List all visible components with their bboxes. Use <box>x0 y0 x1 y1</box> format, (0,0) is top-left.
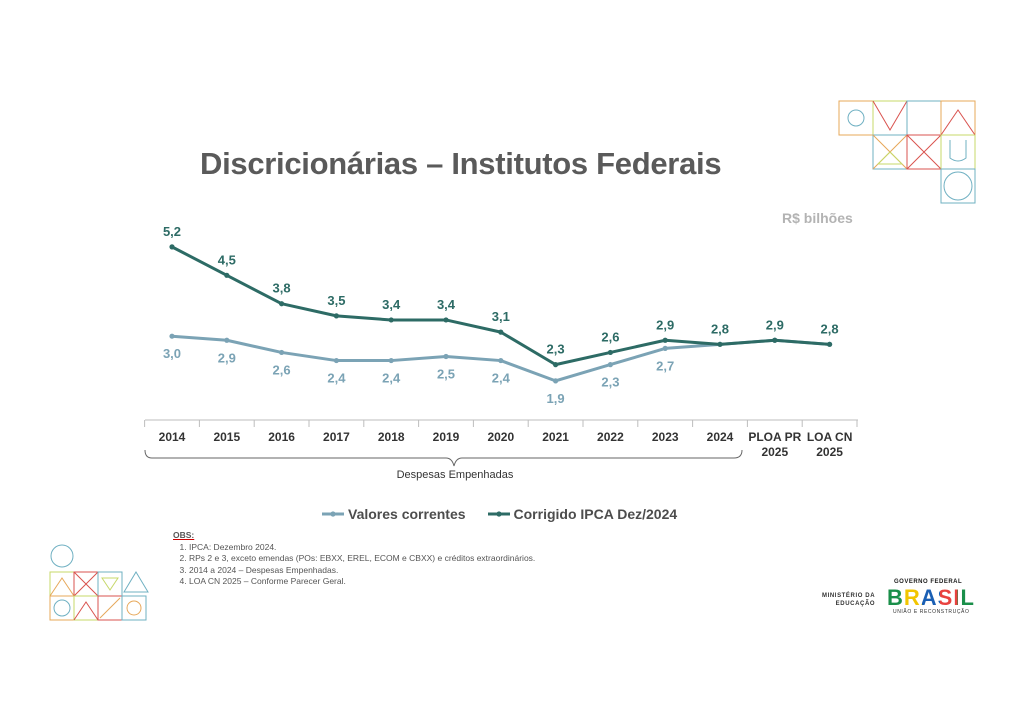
data-point <box>279 349 285 356</box>
data-point <box>388 317 394 323</box>
x-tick-label: 2016 <box>268 430 295 444</box>
data-label: 4,5 <box>218 252 236 267</box>
x-tick-label: 2025 <box>761 445 788 459</box>
data-label: 3,4 <box>437 297 456 312</box>
data-label: 3,1 <box>492 309 510 324</box>
data-point <box>717 341 723 347</box>
x-tick-label: 2014 <box>159 430 186 444</box>
obs-item: RPs 2 e 3, exceto emendas (POs: EBXX, ER… <box>189 553 535 565</box>
data-point <box>662 337 668 343</box>
data-point <box>498 357 504 364</box>
data-point <box>607 362 614 368</box>
legend: Valores correntes Corrigido IPCA Dez/202… <box>322 506 677 522</box>
obs-item: 2014 a 2024 – Despesas Empenhadas. <box>189 565 535 577</box>
data-point <box>607 349 614 356</box>
data-label: 1,9 <box>547 391 565 406</box>
bracket <box>144 449 743 467</box>
x-tick-label: 2024 <box>707 430 734 444</box>
x-tick-label: LOA CN <box>807 430 853 444</box>
data-label: 2,6 <box>273 362 291 377</box>
data-point <box>224 337 230 343</box>
data-label: 2,6 <box>601 329 619 344</box>
legend-item-valores: Valores correntes <box>322 506 466 522</box>
data-point <box>498 329 504 335</box>
x-tick-label: 2021 <box>542 430 569 444</box>
obs-list: IPCA: Dezembro 2024. RPs 2 e 3, exceto e… <box>173 542 535 588</box>
data-label: 2,9 <box>766 317 784 332</box>
gov-slogan: UNIÃO E RECONSTRUÇÃO <box>893 609 970 615</box>
gov-federal-label: GOVERNO FEDERAL <box>894 579 963 585</box>
x-tick-label: PLOA PR <box>748 430 801 444</box>
geometric-pattern-top-right <box>838 100 976 204</box>
data-label: 2,4 <box>327 371 346 386</box>
x-tick-label: 2015 <box>213 430 240 444</box>
data-label: 2,8 <box>711 321 729 336</box>
brasil-wordmark: BRASIL <box>887 585 975 610</box>
data-label: 5,2 <box>163 224 181 239</box>
legend-marker-corrigido <box>487 511 510 517</box>
data-point <box>169 333 175 339</box>
obs-item: LOA CN 2025 – Conforme Parecer Geral. <box>189 576 535 588</box>
data-point <box>333 313 339 319</box>
geometric-pattern-bottom-left <box>49 544 149 621</box>
legend-label-valores: Valores correntes <box>348 506 466 522</box>
x-tick-label: 2022 <box>597 430 624 444</box>
data-point <box>662 345 668 351</box>
data-label: 3,8 <box>273 281 291 296</box>
data-label: 2,4 <box>382 371 401 386</box>
x-tick-label: 2020 <box>487 430 514 444</box>
x-tick-label: 2017 <box>323 430 350 444</box>
data-point <box>553 378 559 384</box>
data-point <box>279 301 285 307</box>
data-point <box>224 272 230 278</box>
legend-marker-valores <box>322 511 344 517</box>
legend-item-corrigido: Corrigido IPCA Dez/2024 <box>487 506 678 522</box>
data-point <box>443 353 449 360</box>
data-point <box>827 341 833 347</box>
data-point <box>772 337 778 343</box>
obs-title: OBS: <box>173 530 195 540</box>
x-tick-label: 2019 <box>433 430 460 444</box>
series-line-corrigido <box>171 245 830 367</box>
data-label: 3,5 <box>327 293 345 308</box>
data-label: 2,9 <box>656 317 674 332</box>
x-tick-label: 2025 <box>816 445 843 459</box>
ministry-label: MINISTÉRIO DA EDUCAÇÃO <box>822 593 876 607</box>
line-chart: 2014 2015 2016 2017 2018 2019 2020 2021 2022 2023… <box>144 224 858 481</box>
obs-item: IPCA: Dezembro 2024. <box>189 542 535 554</box>
brasil-logo: BRASIL <box>887 585 975 611</box>
data-label: 2,3 <box>601 375 619 390</box>
data-label: 2,9 <box>218 350 236 365</box>
data-label: 2,4 <box>492 371 511 386</box>
data-label: 2,5 <box>437 367 455 382</box>
unit-label: R$ bilhões <box>782 210 853 226</box>
chart-title: Discricionárias – Institutos Federais <box>200 146 722 181</box>
data-point <box>443 317 449 323</box>
x-tick-label: 2023 <box>652 430 679 444</box>
data-label: 2,7 <box>656 358 674 373</box>
legend-label-corrigido: Corrigido IPCA Dez/2024 <box>513 506 678 522</box>
observations: OBS: IPCA: Dezembro 2024. RPs 2 e 3, exc… <box>173 530 535 588</box>
data-label: 2,3 <box>547 342 565 357</box>
data-point <box>388 357 394 364</box>
data-label: 3,0 <box>163 346 181 361</box>
x-tick-label: 2018 <box>378 430 405 444</box>
data-point <box>553 362 559 368</box>
data-point <box>169 244 175 250</box>
data-point <box>333 357 339 364</box>
data-label: 2,8 <box>821 321 839 336</box>
bracket-label: Despesas Empenhadas <box>397 469 514 481</box>
data-label: 3,4 <box>382 297 401 312</box>
